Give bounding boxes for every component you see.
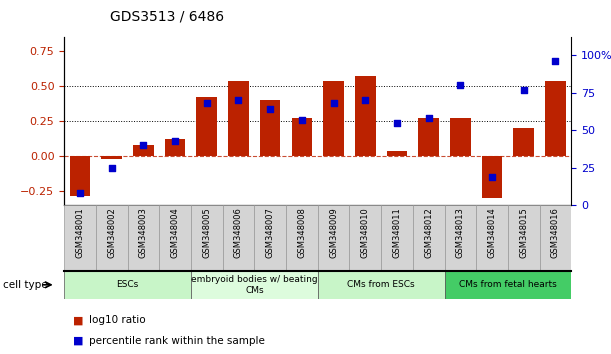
Point — [75, 190, 85, 196]
Bar — [70, 156, 90, 195]
Text: ■: ■ — [73, 315, 84, 325]
Bar — [197, 97, 217, 156]
Text: GSM348011: GSM348011 — [392, 207, 401, 258]
Point — [107, 165, 117, 171]
Point — [297, 117, 307, 122]
Point — [487, 174, 497, 179]
Bar — [128, 205, 159, 271]
Bar — [318, 271, 445, 299]
Bar — [419, 119, 439, 156]
Text: GSM348006: GSM348006 — [234, 207, 243, 258]
Text: GSM348009: GSM348009 — [329, 207, 338, 258]
Bar — [318, 205, 349, 271]
Text: GSM348015: GSM348015 — [519, 207, 529, 258]
Point — [424, 115, 434, 121]
Text: GSM348012: GSM348012 — [424, 207, 433, 258]
Bar — [445, 271, 571, 299]
Point — [455, 82, 465, 88]
Bar — [445, 205, 476, 271]
Text: log10 ratio: log10 ratio — [89, 315, 145, 325]
Point — [519, 87, 529, 92]
Bar — [387, 151, 408, 156]
Bar — [481, 156, 502, 198]
Bar — [101, 156, 122, 159]
Bar — [450, 119, 470, 156]
Text: GSM348005: GSM348005 — [202, 207, 211, 258]
Bar — [286, 205, 318, 271]
Text: GSM348001: GSM348001 — [76, 207, 84, 258]
Point — [202, 101, 211, 106]
Point — [170, 138, 180, 144]
Text: GSM348003: GSM348003 — [139, 207, 148, 258]
Text: CMs from fetal hearts: CMs from fetal hearts — [459, 280, 557, 290]
Bar — [413, 205, 445, 271]
Bar — [159, 205, 191, 271]
Bar — [96, 205, 128, 271]
Text: GSM348007: GSM348007 — [266, 207, 275, 258]
Text: ■: ■ — [73, 336, 84, 346]
Text: GSM348002: GSM348002 — [107, 207, 116, 258]
Bar — [323, 81, 344, 156]
Bar — [545, 81, 566, 156]
Point — [265, 107, 275, 112]
Text: CMs from ESCs: CMs from ESCs — [347, 280, 415, 290]
Bar — [355, 76, 376, 156]
Bar — [381, 205, 413, 271]
Bar — [165, 139, 185, 156]
Text: GSM348004: GSM348004 — [170, 207, 180, 258]
Bar — [191, 205, 222, 271]
Bar — [349, 205, 381, 271]
Bar — [508, 205, 540, 271]
Bar — [64, 205, 96, 271]
Bar — [540, 205, 571, 271]
Point — [392, 120, 402, 126]
Text: percentile rank within the sample: percentile rank within the sample — [89, 336, 265, 346]
Bar — [228, 81, 249, 156]
Text: GSM348014: GSM348014 — [488, 207, 497, 258]
Bar — [133, 145, 154, 156]
Text: GSM348008: GSM348008 — [298, 207, 306, 258]
Bar — [476, 205, 508, 271]
Point — [139, 142, 148, 148]
Bar — [513, 128, 534, 156]
Text: GSM348010: GSM348010 — [360, 207, 370, 258]
Point — [329, 101, 338, 106]
Bar — [222, 205, 254, 271]
Text: GDS3513 / 6486: GDS3513 / 6486 — [110, 9, 224, 23]
Text: GSM348013: GSM348013 — [456, 207, 465, 258]
Point — [360, 97, 370, 103]
Text: ESCs: ESCs — [117, 280, 139, 290]
Bar — [260, 100, 280, 156]
Text: embryoid bodies w/ beating
CMs: embryoid bodies w/ beating CMs — [191, 275, 318, 295]
Point — [233, 97, 243, 103]
Text: GSM348016: GSM348016 — [551, 207, 560, 258]
Bar — [291, 119, 312, 156]
Text: cell type: cell type — [3, 280, 48, 290]
Bar — [64, 271, 191, 299]
Point — [551, 58, 560, 64]
Bar — [191, 271, 318, 299]
Bar — [254, 205, 286, 271]
